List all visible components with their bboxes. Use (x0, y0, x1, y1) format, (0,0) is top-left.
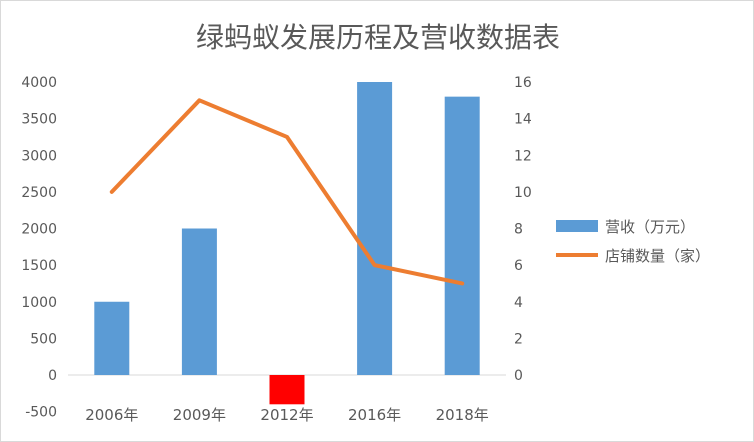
right-tick-label: 4 (514, 295, 523, 311)
x-tick-label: 2012年 (260, 406, 313, 424)
bar-2018年 (444, 96, 480, 376)
right-tick-label: 2 (514, 331, 523, 347)
bar-2016年 (357, 82, 393, 375)
x-tick-label: 2006年 (85, 406, 138, 424)
right-tick-label: 14 (514, 112, 532, 128)
right-tick-label: 6 (514, 258, 523, 274)
stores-line (109, 98, 465, 286)
left-tick-label: 3000 (21, 148, 57, 164)
chart-title: 绿蚂蚁发展历程及营收数据表 (196, 21, 560, 54)
left-tick-label: 2000 (21, 222, 57, 238)
left-tick-label: -500 (25, 405, 57, 421)
left-tick-label: 1000 (21, 295, 57, 311)
left-tick-label: 1500 (21, 258, 57, 274)
legend-label-stores: 店铺数量（家） (605, 247, 710, 265)
left-tick-label: 4000 (21, 75, 57, 91)
right-tick-label: 10 (514, 185, 532, 201)
bar-2006年 (94, 301, 130, 375)
x-tick-label: 2018年 (436, 406, 489, 424)
right-tick-label: 0 (514, 368, 523, 384)
bar-2009年 (181, 228, 217, 375)
left-tick-label: 500 (30, 331, 57, 347)
bar-2012年 (269, 375, 305, 405)
left-tick-label: 2500 (21, 185, 57, 201)
left-tick-label: 0 (48, 368, 57, 384)
left-tick-label: 3500 (21, 112, 57, 128)
x-tick-label: 2009年 (173, 406, 226, 424)
legend-swatch-revenue (556, 220, 598, 232)
right-tick-label: 12 (514, 148, 532, 164)
legend-label-revenue: 营收（万元） (605, 218, 695, 236)
x-tick-label: 2016年 (348, 406, 401, 424)
right-tick-label: 8 (514, 222, 523, 238)
right-tick-label: 16 (514, 75, 532, 91)
